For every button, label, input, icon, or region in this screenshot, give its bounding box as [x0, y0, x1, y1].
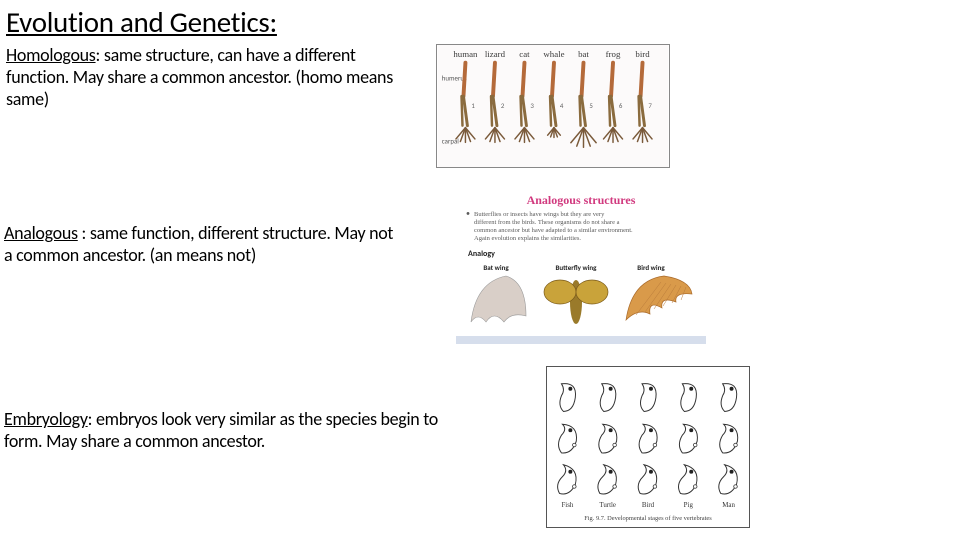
- svg-text:5: 5: [589, 101, 593, 110]
- analogous-figure: Analogous structures • Butterflies or inse…: [456, 190, 706, 344]
- svg-text:Man: Man: [722, 502, 735, 509]
- svg-text:common ancestor but have adapt: common ancestor but have adapted to a si…: [474, 227, 633, 234]
- svg-text:4: 4: [560, 101, 564, 110]
- embryology-term: Embryology: [4, 408, 88, 430]
- svg-text:Fish: Fish: [561, 502, 573, 509]
- svg-text:6: 6: [619, 101, 623, 110]
- homologous-figure: humanlizardcatwhalebatfrogbirdhumeruscar…: [436, 44, 670, 168]
- svg-text:bird: bird: [635, 49, 650, 59]
- svg-text:7: 7: [648, 101, 652, 110]
- svg-text:Analogy: Analogy: [468, 249, 495, 259]
- homologous-term: Homologous: [6, 44, 96, 66]
- svg-text:lizard: lizard: [485, 49, 506, 59]
- homologous-block: Homologous: same structure, can have a d…: [6, 44, 406, 110]
- svg-text:Analogous structures: Analogous structures: [527, 193, 636, 207]
- analogous-block: Analogous : same function, different str…: [4, 222, 404, 266]
- svg-text:3: 3: [530, 101, 534, 110]
- svg-text:Fig. 9.7. Developmental stages: Fig. 9.7. Developmental stages of five v…: [584, 515, 712, 522]
- svg-text:frog: frog: [606, 49, 621, 59]
- embryology-svg: Fish Turtle Bird Pig Man Fig. 9.7. Developmen…: [547, 367, 749, 527]
- analogous-term: Analogous: [4, 222, 78, 244]
- svg-text:Bat wing: Bat wing: [483, 263, 509, 272]
- svg-text:different from the birds. Thes: different from the birds. These organism…: [474, 219, 620, 226]
- svg-text:Pig: Pig: [684, 502, 694, 509]
- svg-text:Turtle: Turtle: [599, 502, 616, 509]
- svg-text:2: 2: [501, 101, 505, 110]
- svg-text:Bird: Bird: [642, 502, 655, 509]
- svg-text:Butterfly wing: Butterfly wing: [556, 263, 598, 272]
- svg-text:Again evolution explains the s: Again evolution explains the similaritie…: [474, 235, 581, 242]
- svg-text:1: 1: [471, 101, 475, 110]
- svg-text:•: •: [466, 209, 470, 219]
- embryology-block: Embryology: embryos look very similar as…: [4, 408, 454, 452]
- page-title: Evolution and Genetics:: [6, 4, 277, 40]
- homologous-svg: humanlizardcatwhalebatfrogbirdhumeruscar…: [437, 45, 669, 167]
- svg-text:human: human: [453, 49, 478, 59]
- embryology-figure: Fish Turtle Bird Pig Man Fig. 9.7. Developmen…: [546, 366, 750, 528]
- svg-text:whale: whale: [543, 49, 564, 59]
- svg-text:Bird wing: Bird wing: [637, 263, 665, 272]
- svg-text:bat: bat: [578, 49, 589, 59]
- analogous-svg: Analogous structures • Butterflies or inse…: [456, 190, 706, 344]
- svg-text:cat: cat: [519, 49, 530, 59]
- svg-text:Butterflies or insects have wi: Butterflies or insects have wings but th…: [474, 211, 605, 218]
